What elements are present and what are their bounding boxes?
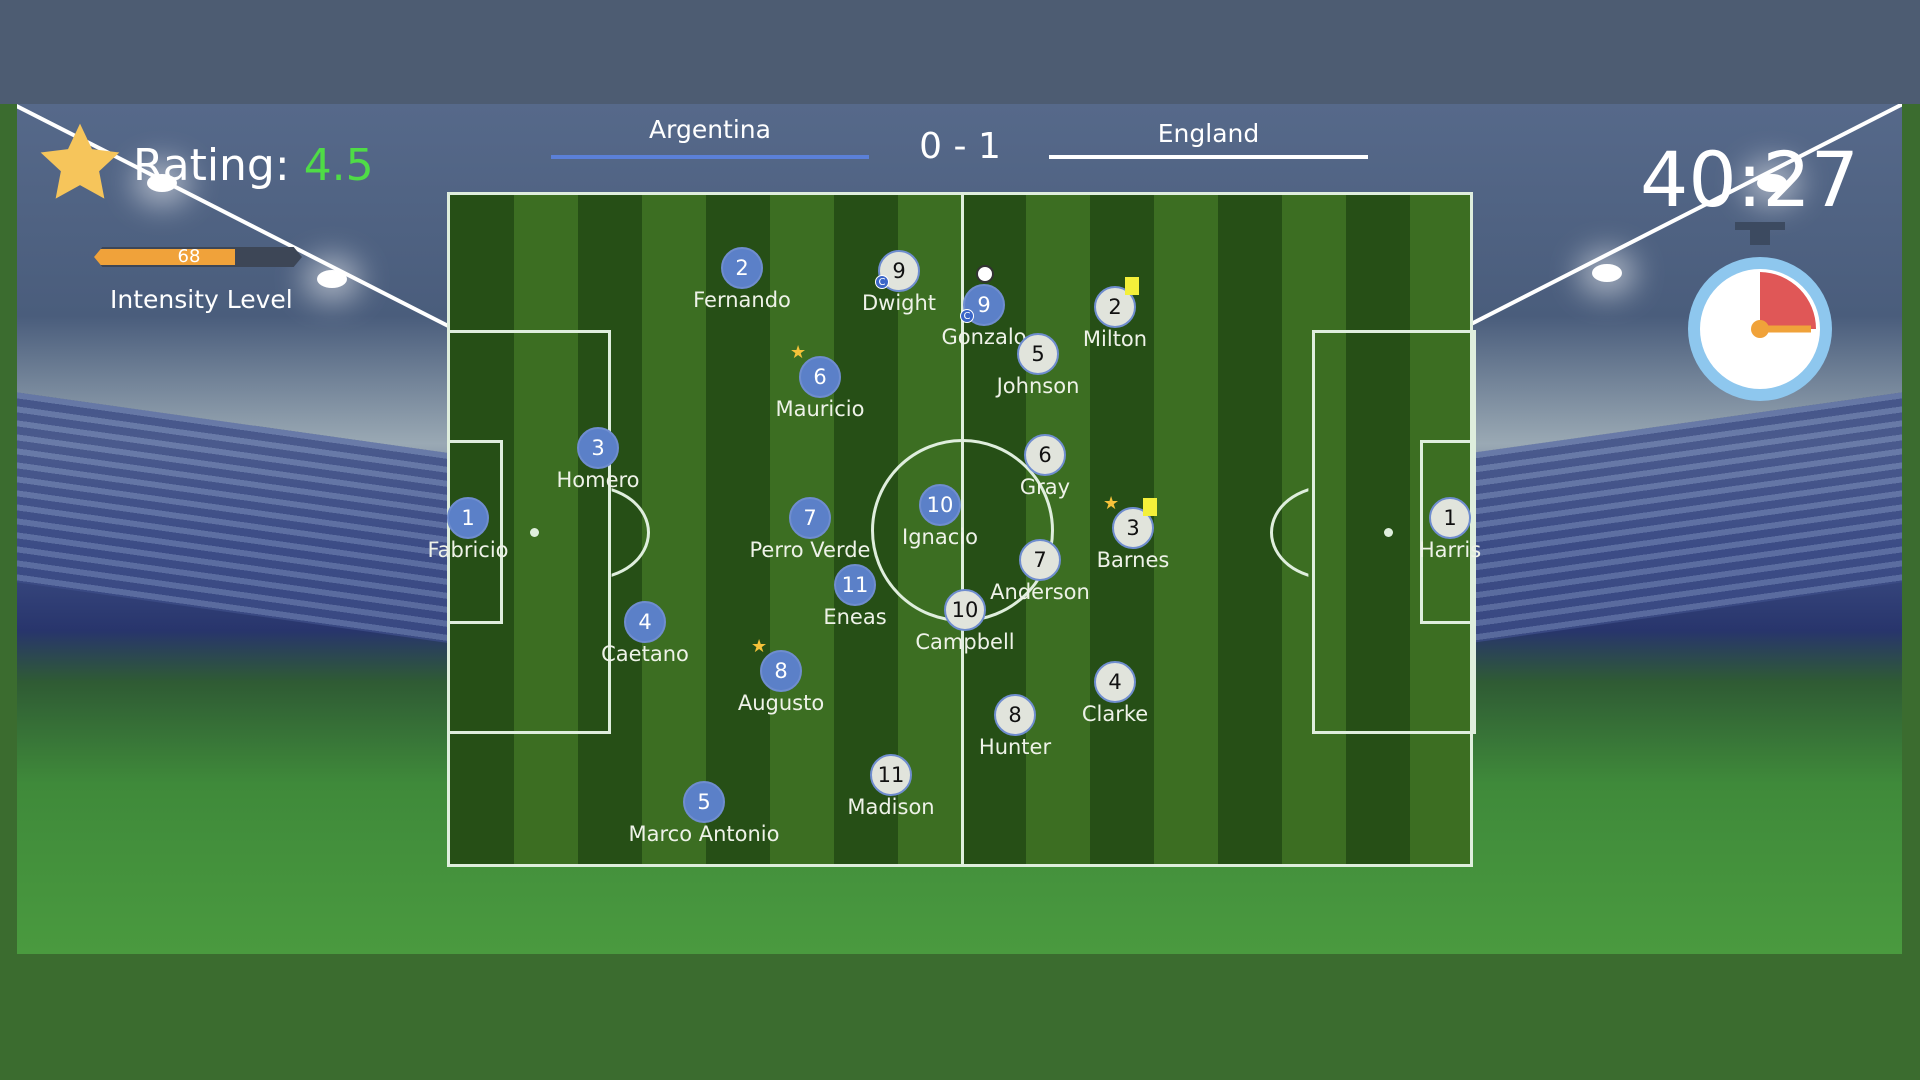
ball-icon: [976, 265, 994, 283]
player-name: Barnes: [1096, 548, 1170, 572]
star-icon: ★: [751, 636, 768, 657]
player-number: 10: [944, 589, 986, 631]
player-number: 10: [919, 484, 961, 526]
player-number: 5: [683, 781, 725, 823]
captain-badge: C: [875, 275, 889, 289]
player-name: Hunter: [978, 735, 1052, 759]
intensity-bar-fill: [94, 249, 236, 265]
match-clock: 40:27: [1640, 135, 1860, 224]
intensity-label: Intensity Level: [110, 285, 293, 314]
floodlight: [1757, 174, 1787, 192]
player-name: Marco Antonio: [628, 822, 780, 846]
home-team-name: Argentina: [649, 115, 771, 144]
player-number: 4: [1094, 661, 1136, 703]
player-name: Mauricio: [775, 397, 865, 421]
player-name: Madison: [847, 795, 935, 819]
left-stand: [17, 392, 467, 646]
left-goal-area: [447, 440, 503, 624]
away-team-name: England: [1157, 119, 1260, 148]
player-name: Dwight: [861, 291, 937, 315]
player-name: Eneas: [823, 605, 887, 629]
player-number: 1: [447, 497, 489, 539]
star-icon: [40, 123, 120, 199]
yellow-card-icon: [1143, 498, 1157, 516]
player-number: 8: [994, 694, 1036, 736]
score: 0 - 1: [919, 126, 1001, 167]
floodlight: [147, 174, 177, 192]
player-number: 6: [1024, 434, 1066, 476]
player-name: Johnson: [996, 374, 1080, 398]
player-number: 11: [870, 754, 912, 796]
player-number: 2: [721, 247, 763, 289]
player-name: Harris: [1418, 538, 1482, 562]
player-number: 8: [760, 650, 802, 692]
player-name: Milton: [1082, 327, 1148, 351]
player-number: 11: [834, 564, 876, 606]
right-goal-area: [1420, 440, 1476, 624]
player-name: Ignacio: [902, 525, 978, 549]
player-name: Clarke: [1081, 702, 1149, 726]
player-number: 7: [789, 497, 831, 539]
player-name: Campbell: [915, 630, 1015, 654]
player-number: 2: [1094, 286, 1136, 328]
away-team-underline: [1049, 155, 1368, 159]
player-name: Anderson: [990, 580, 1090, 604]
player-name: Homero: [556, 468, 640, 492]
player-number: 1: [1429, 497, 1471, 539]
top-band: [0, 0, 1920, 104]
rating-value: 4.5: [303, 140, 374, 191]
rating: Rating: 4.5: [133, 140, 374, 191]
star-icon: ★: [1103, 493, 1120, 514]
player-name: Augusto: [737, 691, 825, 715]
floodlight: [317, 270, 347, 288]
yellow-card-icon: [1125, 277, 1139, 295]
player-name: Gonzalo: [941, 325, 1027, 349]
player-name: Fernando: [693, 288, 791, 312]
player-name: Caetano: [601, 642, 689, 666]
player-number: 7: [1019, 539, 1061, 581]
star-icon: ★: [790, 342, 807, 363]
captain-badge: C: [960, 309, 974, 323]
player-name: Perro Verde: [749, 538, 871, 562]
player-number: 6: [799, 356, 841, 398]
home-team-underline: [551, 155, 869, 159]
right-penalty-spot: [1384, 528, 1393, 537]
intensity-bar: 68: [94, 247, 302, 267]
player-number: 5: [1017, 333, 1059, 375]
player-name: Gray: [1019, 475, 1071, 499]
pitch: [447, 192, 1476, 867]
rating-label: Rating:: [133, 140, 290, 191]
floodlight: [1592, 264, 1622, 282]
player-number: 4: [624, 601, 666, 643]
left-penalty-spot: [530, 528, 539, 537]
stopwatch-icon: [1688, 222, 1832, 401]
right-stand: [1452, 392, 1902, 646]
player-name: Fabricio: [427, 538, 509, 562]
intensity-value: 68: [177, 246, 201, 267]
player-number: 3: [577, 427, 619, 469]
